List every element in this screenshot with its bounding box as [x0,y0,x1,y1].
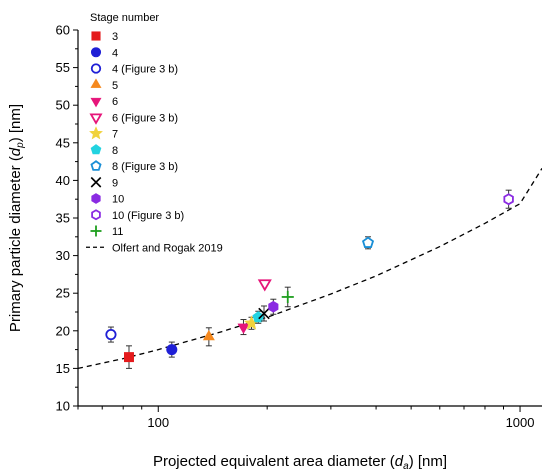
fit-line [77,168,542,370]
data-point-stage-6 [237,323,250,334]
legend-marker [91,209,101,221]
data-point-stage-10 [268,300,279,313]
legend-label: 9 [112,177,118,189]
fit-line-layer [77,168,542,370]
y-tick-label: 50 [56,98,70,113]
data-point-stage-3 [124,352,134,363]
y-tick-label: 30 [56,248,70,263]
legend-label: 10 (Figure 3 b) [112,210,184,222]
data-point-stage-4 [166,344,178,356]
x-stroke [258,307,270,320]
legend-marker [89,113,103,125]
legend-label: 8 (Figure 3 b) [112,161,178,173]
y-tick-label: 60 [56,23,70,38]
legend-marker [90,160,102,171]
y-tick-label: 55 [56,60,70,75]
y-tick-label: 45 [56,135,70,150]
legend-marker [90,63,102,74]
x-tick-label: 1000 [506,415,535,430]
legend-label: 7 [112,129,118,141]
legend-marker [90,225,102,237]
data-point-stage-10-figure-3-b- [503,193,514,206]
x-axis-title: Projected equivalent area diameter (da) … [153,453,447,472]
data-point-stage-5 [202,329,215,341]
data-points-layer [105,189,514,369]
data-point-stage-8-figure-3-b- [361,236,375,248]
y-tick-label: 15 [56,361,70,376]
legend-label: 4 [112,47,118,59]
legend-label: 10 [112,194,124,206]
legend-label: 8 [112,145,118,157]
legend-marker [90,176,102,188]
x-tick-label: 100 [147,415,169,430]
y-tick-label: 25 [56,286,70,301]
legend-marker [91,193,101,204]
legend: Stage number 3 4 4 (Figure 3 b) 5 6 6 (Figure … [86,12,223,254]
data-point-stage-6-figure-3-b- [257,279,272,292]
data-point-stage-4-figure-3-b- [105,328,117,341]
legend-marker [90,97,102,108]
legend-title: Stage number [90,12,159,24]
legend-label: Olfert and Rogak 2019 [112,242,223,254]
legend-label: 6 [112,96,118,108]
x-stroke [90,176,102,188]
legend-marker [91,31,101,41]
legend-label: 6 (Figure 3 b) [112,112,178,124]
legend-marker [90,78,102,88]
y-axis-title: Primary particle diameter (dp) [nm] [7,104,26,332]
legend-label: 5 [112,80,118,92]
y-tick-label: 35 [56,211,70,226]
legend-label: 11 [112,226,123,238]
legend-marker [89,126,103,140]
data-point-stage-9 [258,307,270,320]
y-tick-label: 10 [56,399,70,414]
data-point-stage-11 [281,290,294,304]
data-point-stage-8 [252,311,265,323]
legend-marker [90,144,102,155]
y-tick-label: 20 [56,323,70,338]
legend-marker [90,47,102,58]
legend-label: 4 (Figure 3 b) [112,64,178,76]
y-tick-label: 40 [56,173,70,188]
legend-label: 3 [112,31,118,43]
